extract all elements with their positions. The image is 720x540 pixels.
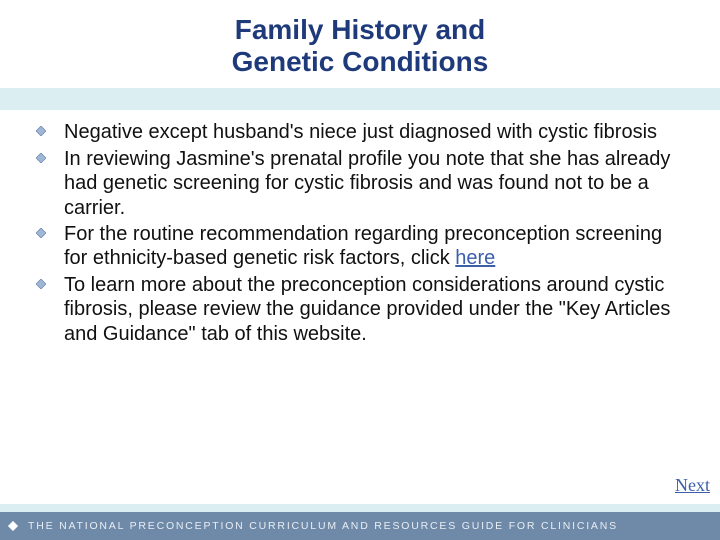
- title-line1: Family History and: [235, 14, 486, 45]
- diamond-icon: [8, 521, 18, 531]
- bullet-list: Negative except husband's niece just dia…: [28, 120, 680, 346]
- diamond-bullet-icon: [36, 228, 46, 238]
- footer-bar: THE NATIONAL PRECONCEPTION CURRICULUM AN…: [0, 512, 720, 540]
- footer-text: THE NATIONAL PRECONCEPTION CURRICULUM AN…: [28, 520, 618, 532]
- footer-accent-band: [0, 504, 720, 512]
- list-item: For the routine recommendation regarding…: [28, 222, 680, 271]
- title-line2: Genetic Conditions: [232, 46, 489, 77]
- content-area: Negative except husband's niece just dia…: [0, 110, 720, 346]
- diamond-bullet-icon: [36, 153, 46, 163]
- slide-title: Family History and Genetic Conditions: [0, 0, 720, 78]
- list-item: To learn more about the preconception co…: [28, 273, 680, 346]
- list-item: Negative except husband's niece just dia…: [28, 120, 680, 144]
- next-button[interactable]: Next: [675, 475, 710, 496]
- diamond-bullet-icon: [36, 279, 46, 289]
- bullet-text: In reviewing Jasmine's prenatal profile …: [64, 148, 670, 219]
- bullet-text: To learn more about the preconception co…: [64, 274, 670, 345]
- list-item: In reviewing Jasmine's prenatal profile …: [28, 147, 680, 220]
- diamond-bullet-icon: [36, 126, 46, 136]
- bullet-text: Negative except husband's niece just dia…: [64, 121, 657, 143]
- accent-band: [0, 88, 720, 110]
- footer: THE NATIONAL PRECONCEPTION CURRICULUM AN…: [0, 504, 720, 540]
- bullet-text: For the routine recommendation regarding…: [64, 223, 662, 269]
- here-link[interactable]: here: [455, 247, 495, 269]
